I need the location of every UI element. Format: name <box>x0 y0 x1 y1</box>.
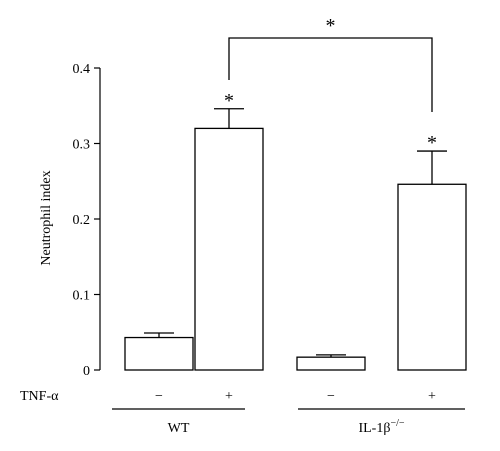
y-axis: 0 0.1 0.2 0.3 0.4 <box>73 62 101 379</box>
error-bars <box>144 108 447 358</box>
condition-sign: + <box>225 389 233 404</box>
bar <box>124 336 194 371</box>
condition-row-label: TNF-α <box>20 389 59 404</box>
significance-markers: ** <box>224 90 437 154</box>
y-axis-title: Neutrophil index <box>39 170 54 265</box>
y-tick-label: 0.2 <box>73 213 91 228</box>
group-labels: WT IL-1β−/− <box>112 408 465 436</box>
significance-marker: * <box>427 132 437 154</box>
group-label: IL-1β−/− <box>358 418 404 436</box>
y-tick-label: 0.3 <box>73 138 91 153</box>
group-label-text: WT <box>168 421 190 436</box>
condition-sign: − <box>155 389 163 404</box>
bracket-line <box>228 37 433 112</box>
condition-signs: − + − + <box>155 389 436 404</box>
comparison-bracket: * <box>228 15 433 112</box>
bars <box>124 127 467 371</box>
condition-sign: − <box>327 389 335 404</box>
condition-sign: + <box>428 389 436 404</box>
bracket-significance: * <box>326 15 336 37</box>
significance-marker: * <box>224 90 234 112</box>
group-label: WT <box>168 421 190 436</box>
bar <box>194 127 264 371</box>
y-tick-label: 0.4 <box>73 62 91 77</box>
bar <box>397 183 467 371</box>
group-label-superscript: −/− <box>390 418 404 429</box>
y-tick-label: 0 <box>83 364 90 379</box>
bar <box>296 356 366 371</box>
group-label-text: IL-1β <box>358 421 390 436</box>
y-tick-label: 0.1 <box>73 289 91 304</box>
